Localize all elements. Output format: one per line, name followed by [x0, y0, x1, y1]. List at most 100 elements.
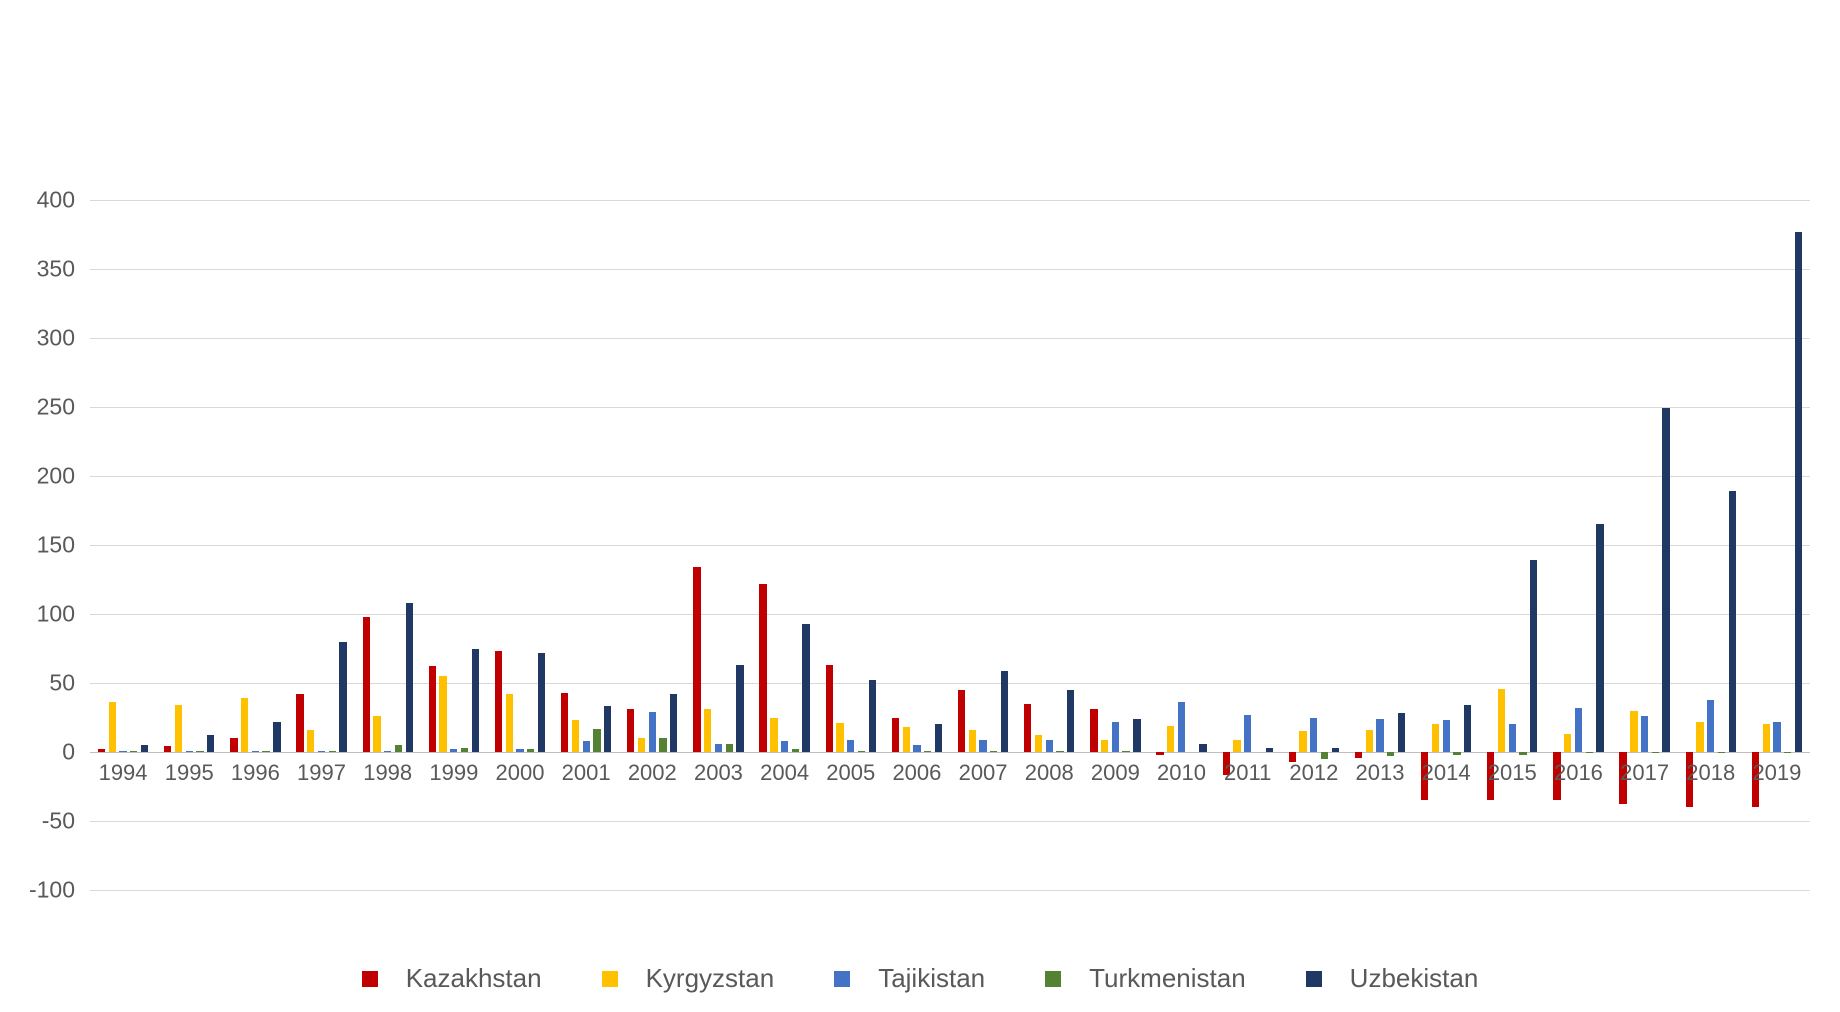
- bar: [495, 651, 502, 752]
- bar: [1112, 722, 1119, 752]
- x-tick-label: 2007: [959, 760, 1008, 786]
- bar: [1509, 724, 1516, 752]
- bar: [395, 745, 402, 752]
- bar: [1090, 709, 1097, 752]
- bar: [770, 718, 777, 753]
- y-tick-label: 150: [0, 532, 75, 559]
- bar: [659, 738, 666, 752]
- x-tick-label: 2019: [1752, 760, 1801, 786]
- gridline: [90, 821, 1810, 822]
- bar: [792, 749, 799, 752]
- bar: [1453, 752, 1460, 755]
- bar: [1662, 408, 1669, 752]
- bar: [561, 693, 568, 752]
- bar: [869, 680, 876, 752]
- y-tick-label: -50: [0, 808, 75, 835]
- legend-item-tajikistan: Tajikistan: [834, 963, 985, 994]
- bar: [572, 720, 579, 752]
- bar: [903, 727, 910, 752]
- bar: [461, 748, 468, 752]
- bar: [670, 694, 677, 752]
- bar: [109, 702, 116, 752]
- gridline: [90, 338, 1810, 339]
- bar: [979, 740, 986, 752]
- bar: [406, 603, 413, 752]
- bar: [858, 751, 865, 752]
- legend: Kazakhstan Kyrgyzstan Tajikistan Turkmen…: [0, 963, 1840, 994]
- gridline: [90, 683, 1810, 684]
- bar: [604, 706, 611, 752]
- bar: [704, 709, 711, 752]
- x-tick-label: 2004: [760, 760, 809, 786]
- x-tick-label: 1994: [99, 760, 148, 786]
- bar: [1366, 730, 1373, 752]
- plot-area: [90, 200, 1810, 890]
- bar: [1718, 752, 1725, 753]
- x-tick-label: 2006: [892, 760, 941, 786]
- bar: [1046, 740, 1053, 752]
- bar: [527, 749, 534, 752]
- bar: [516, 749, 523, 752]
- bar: [329, 751, 336, 752]
- x-tick-label: 2000: [496, 760, 545, 786]
- x-tick-label: 2010: [1157, 760, 1206, 786]
- bar: [1001, 671, 1008, 752]
- y-tick-label: 0: [0, 739, 75, 766]
- bar: [583, 741, 590, 752]
- bar: [252, 751, 259, 752]
- legend-swatch-turkmenistan: [1045, 971, 1061, 987]
- bar: [969, 730, 976, 752]
- y-tick-label: 200: [0, 463, 75, 490]
- bar: [307, 730, 314, 752]
- bar: [1652, 752, 1659, 753]
- bar: [935, 724, 942, 752]
- bar: [1696, 722, 1703, 752]
- legend-swatch-kyrgyzstan: [602, 971, 618, 987]
- bar: [318, 751, 325, 752]
- x-tick-label: 2014: [1422, 760, 1471, 786]
- x-tick-label: 2001: [562, 760, 611, 786]
- bar: [1784, 752, 1791, 753]
- x-tick-label: 1999: [429, 760, 478, 786]
- x-tick-label: 2002: [628, 760, 677, 786]
- y-tick-label: 400: [0, 187, 75, 214]
- bar: [1707, 700, 1714, 752]
- gridline: [90, 476, 1810, 477]
- x-tick-label: 2009: [1091, 760, 1140, 786]
- bar: [186, 751, 193, 752]
- x-tick-label: 1996: [231, 760, 280, 786]
- bar: [1156, 752, 1163, 755]
- legend-label-uzbekistan: Uzbekistan: [1350, 963, 1479, 994]
- bar: [1795, 232, 1802, 752]
- bar: [1630, 711, 1637, 752]
- x-tick-label: 1998: [363, 760, 412, 786]
- bar: [262, 751, 269, 752]
- bar: [1498, 689, 1505, 752]
- bar: [1530, 560, 1537, 752]
- x-tick-label: 2018: [1686, 760, 1735, 786]
- x-tick-label: 2016: [1554, 760, 1603, 786]
- bar: [1299, 731, 1306, 752]
- bar: [1122, 751, 1129, 752]
- y-tick-label: 350: [0, 256, 75, 283]
- bar: [363, 617, 370, 752]
- x-tick-label: 2005: [826, 760, 875, 786]
- bar: [207, 735, 214, 752]
- bar: [119, 751, 126, 752]
- bar: [1432, 724, 1439, 752]
- bar: [593, 729, 600, 752]
- bar: [990, 751, 997, 752]
- gridline: [90, 752, 1810, 753]
- bar: [1398, 713, 1405, 752]
- bar: [913, 745, 920, 752]
- bar: [450, 749, 457, 752]
- bar: [472, 649, 479, 753]
- bar: [1575, 708, 1582, 752]
- y-tick-label: -100: [0, 877, 75, 904]
- bar: [726, 744, 733, 752]
- bar: [802, 624, 809, 752]
- bar: [1266, 748, 1273, 752]
- bar: [1773, 722, 1780, 752]
- bar: [826, 665, 833, 752]
- bar: [296, 694, 303, 752]
